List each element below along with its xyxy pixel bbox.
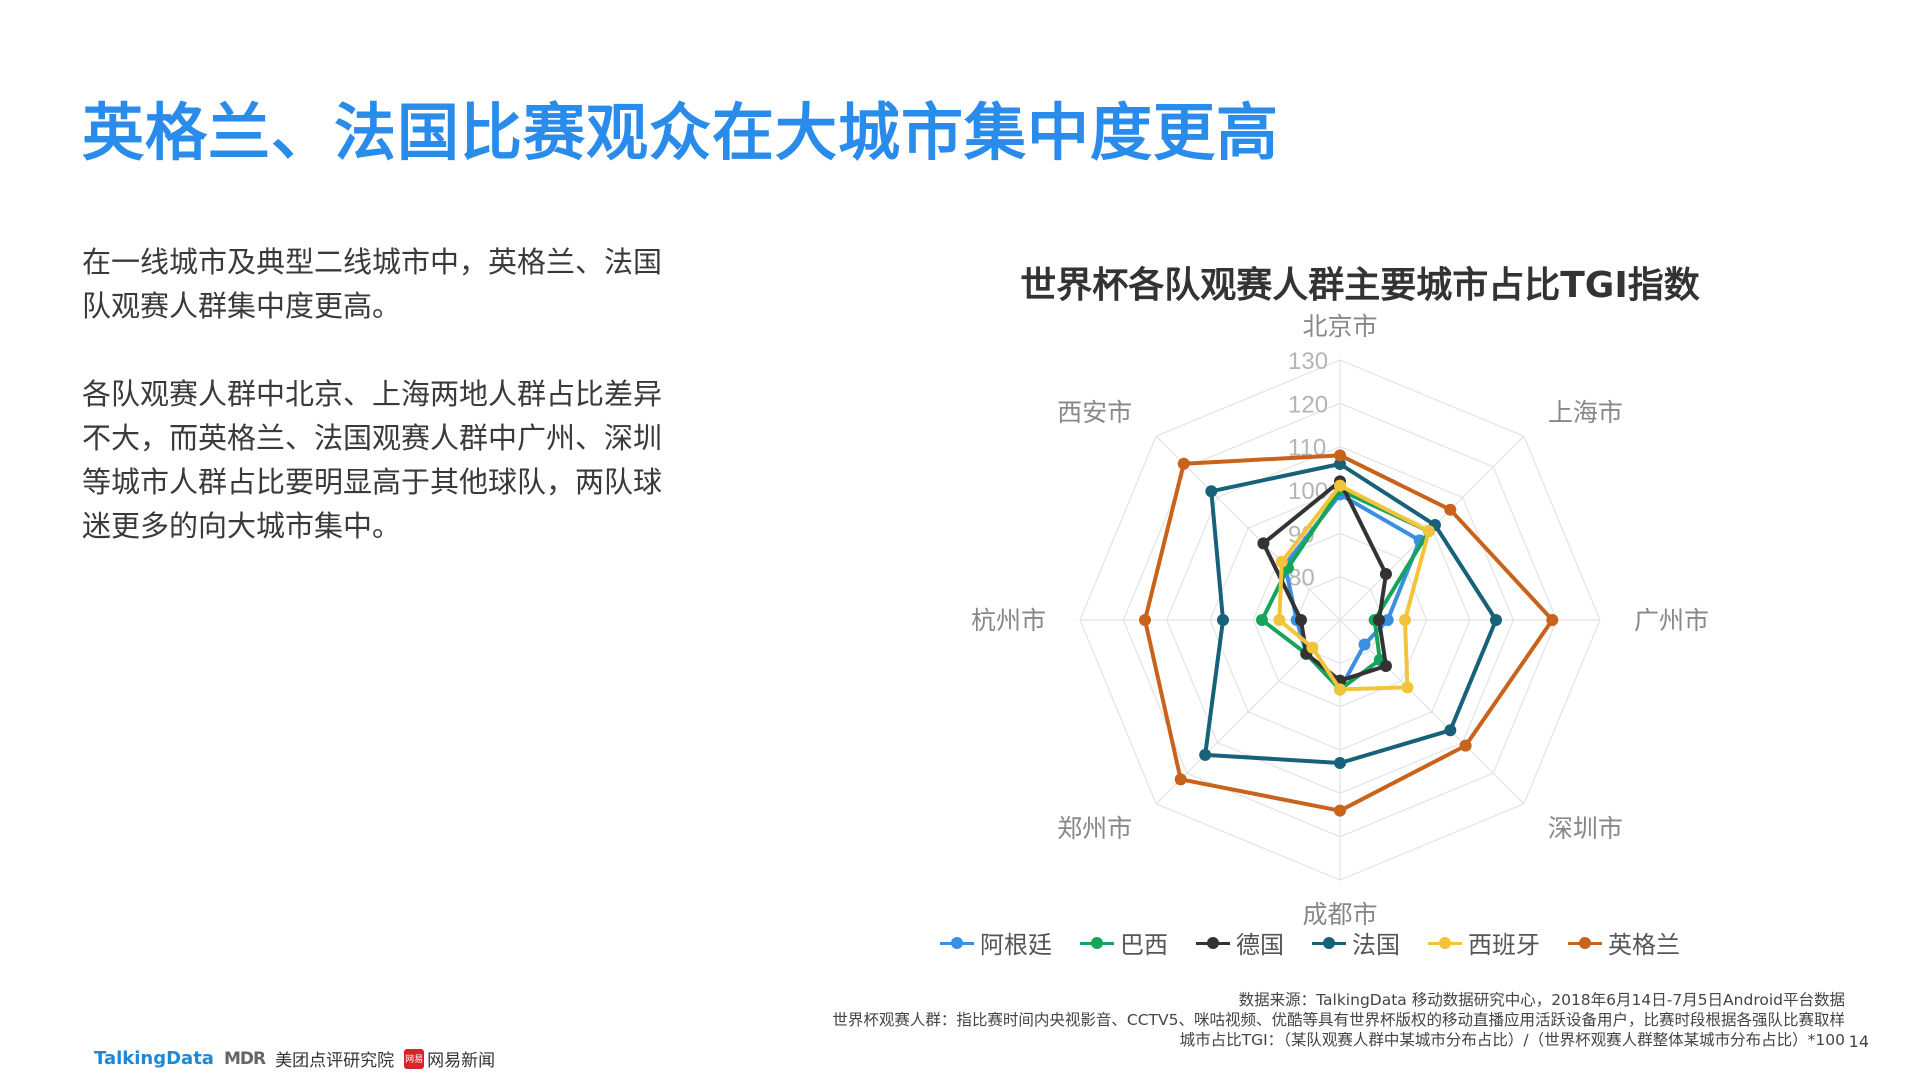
data-point <box>1177 457 1190 470</box>
legend-marker-icon <box>1080 936 1114 950</box>
axis-tick-label: 100 <box>1288 478 1328 505</box>
data-point <box>1199 748 1212 761</box>
legend-label: 法国 <box>1352 931 1400 959</box>
axis-tick-label: 120 <box>1288 391 1328 418</box>
data-point <box>1422 525 1435 538</box>
data-point <box>1306 641 1319 654</box>
legend-item: 阿根廷 <box>940 925 1052 960</box>
legend-marker-icon <box>940 936 974 950</box>
category-label: 上海市 <box>1548 398 1623 427</box>
source-line-2: 世界杯观赛人群：指比赛时间内央视影音、CCTV5、咪咕视频、优酷等具有世界杯版权… <box>832 1011 1845 1029</box>
data-point <box>1334 449 1346 462</box>
category-label: 西安市 <box>1057 398 1132 427</box>
data-point <box>1205 485 1218 498</box>
data-point <box>1490 614 1502 626</box>
data-point <box>1546 614 1559 626</box>
legend-label: 西班牙 <box>1468 931 1540 959</box>
data-point <box>1379 568 1392 581</box>
legend-item: 英格兰 <box>1568 925 1680 960</box>
grid-spoke <box>1339 619 1525 805</box>
data-point <box>1275 555 1288 568</box>
netease-news-logo: 网易 网易新闻 <box>404 1046 495 1071</box>
summary-text: 在一线城市及典型二线城市中，英格兰、法国队观赛人群集中度更高。 各队观赛人群中北… <box>82 240 682 592</box>
legend-item: 西班牙 <box>1428 925 1540 960</box>
axis-tick-label: 130 <box>1288 348 1328 375</box>
data-point <box>1401 681 1414 694</box>
legend-label: 德国 <box>1236 931 1284 959</box>
category-label: 广州市 <box>1634 606 1709 635</box>
chart-legend: 阿根廷 巴西 德国 法国 西班牙 英格兰 <box>940 925 1680 960</box>
legend-marker-icon <box>1428 936 1462 950</box>
mdr-logo: MDR <box>223 1048 266 1069</box>
data-point <box>1256 614 1268 626</box>
source-line-3: 城市占比TGI：（某队观赛人群中某城市分布占比）/（世界杯观赛人群整体某城市分布… <box>1179 1031 1845 1049</box>
legend-item: 巴西 <box>1080 925 1168 960</box>
data-point <box>1379 659 1392 672</box>
chart-title: 世界杯各队观赛人群主要城市占比TGI指数 <box>1020 265 1700 306</box>
data-point <box>1444 503 1457 516</box>
data-point <box>1217 614 1229 626</box>
data-point <box>1139 614 1151 626</box>
data-point <box>1295 614 1307 626</box>
category-label: 杭州市 <box>971 606 1046 635</box>
footer-logos: TalkingData MDR 美团点评研究院 网易 网易新闻 <box>94 1046 495 1071</box>
netease-news-label: 网易新闻 <box>427 1051 496 1071</box>
category-label: 郑州市 <box>1057 814 1132 843</box>
netease-badge-icon: 网易 <box>404 1048 425 1069</box>
legend-label: 巴西 <box>1120 931 1168 959</box>
legend-item: 法国 <box>1312 925 1400 960</box>
legend-label: 阿根廷 <box>980 931 1052 959</box>
data-point <box>1334 479 1346 492</box>
summary-paragraph-1: 在一线城市及典型二线城市中，英格兰、法国队观赛人群集中度更高。 <box>82 245 663 323</box>
data-point <box>1358 638 1371 651</box>
source-line-1: 数据来源：TalkingData 移动数据研究中心，2018年6月14日-7月5… <box>1238 991 1845 1009</box>
page-title: 英格兰、法国比赛观众在大城市集中度更高 <box>82 96 1280 169</box>
data-point <box>1273 614 1286 626</box>
data-point <box>1334 804 1346 817</box>
category-label: 成都市 <box>1302 900 1377 929</box>
data-point <box>1399 614 1411 626</box>
data-point <box>1257 537 1270 550</box>
talkingdata-logo: TalkingData <box>94 1048 214 1069</box>
category-label: 北京市 <box>1302 312 1377 341</box>
meituan-logo: 美团点评研究院 <box>275 1051 395 1071</box>
data-point <box>1174 773 1187 786</box>
page-number: 14 <box>1848 1032 1869 1051</box>
data-point <box>1334 458 1346 470</box>
legend-marker-icon <box>1568 936 1602 950</box>
summary-paragraph-2: 各队观赛人群中北京、上海两地人群占比差异不大，而英格兰、法国观赛人群中广州、深圳… <box>82 377 663 543</box>
data-point <box>1444 724 1457 737</box>
data-point <box>1459 739 1472 752</box>
legend-item: 德国 <box>1196 925 1284 960</box>
data-point <box>1334 757 1346 769</box>
data-point <box>1373 614 1385 626</box>
legend-marker-icon <box>1312 936 1346 950</box>
legend-marker-icon <box>1196 936 1230 950</box>
category-label: 深圳市 <box>1548 814 1623 843</box>
data-point <box>1381 614 1394 626</box>
source-notes: 数据来源：TalkingData 移动数据研究中心，2018年6月14日-7月5… <box>832 990 1845 1050</box>
legend-label: 英格兰 <box>1608 931 1680 959</box>
data-point <box>1334 683 1346 696</box>
